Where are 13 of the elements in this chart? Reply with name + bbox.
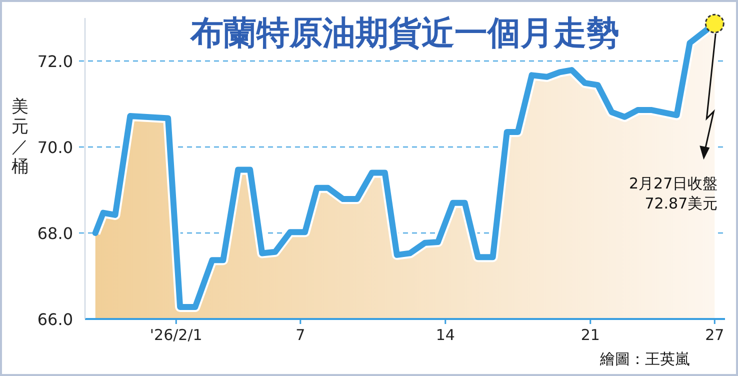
- y-tick-label: 72.0: [37, 52, 73, 71]
- text: 繪圖：王英嵐: [599, 350, 690, 368]
- y-tick-label: 70.0: [37, 138, 73, 157]
- x-tick-label: 21: [580, 326, 600, 344]
- y-axis-title: 美元／桶: [12, 97, 28, 177]
- x-tick-label: 14: [436, 326, 455, 344]
- x-tick-label: 7: [296, 326, 306, 344]
- x-tick-label: 27: [705, 326, 724, 344]
- x-tick-label: '26/2/1: [150, 326, 202, 344]
- annotation: 2月27日收盤 72.87美元: [629, 174, 718, 213]
- y-tick-label: 66.0: [37, 310, 73, 329]
- chart-title: 布蘭特原油期貨近一個月走勢: [190, 13, 620, 52]
- y-tick-label: 68.0: [37, 224, 73, 243]
